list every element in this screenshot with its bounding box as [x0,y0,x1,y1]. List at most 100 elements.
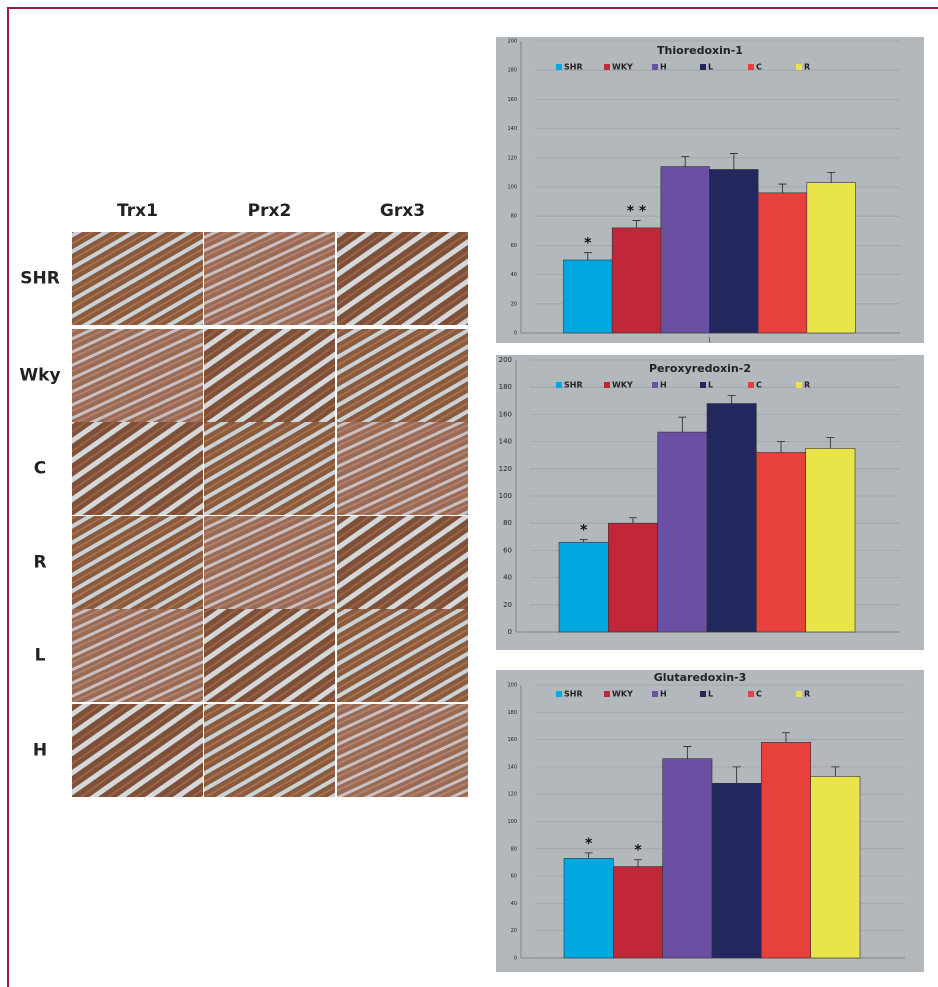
y-tick-label: 100 [499,492,512,500]
row-label: L [35,646,46,666]
column-label: Prx2 [248,201,292,221]
y-tick-label: 100 [507,819,517,825]
row-label: C [34,459,46,479]
y-tick-label: 60 [511,243,517,249]
legend-swatch [652,382,658,388]
bar [613,867,662,958]
y-tick-label: 160 [507,737,517,743]
micrograph-image [204,232,335,325]
y-tick-label: 40 [511,901,517,907]
legend-label: WKY [612,381,633,390]
legend-label: H [660,381,667,390]
legend-swatch [652,691,658,697]
micrograph-image [72,232,203,325]
micrograph-panel: Trx1 Prx2 Grx3 SHR Wky C R L H [19,201,468,797]
row-label: H [33,741,47,761]
column-label: Grx3 [380,201,425,221]
bar [564,260,613,333]
y-tick-label: 200 [499,356,512,364]
legend-swatch [796,64,802,70]
legend-swatch [604,382,610,388]
legend-label: R [804,63,810,72]
legend-swatch [604,691,610,697]
bar [712,783,761,958]
legend-label: C [756,381,762,390]
bar [756,452,805,632]
chart-title: Peroxyredoxin-2 [649,362,751,375]
legend-swatch [556,382,562,388]
bar [811,776,860,958]
y-tick-label: 0 [514,331,517,337]
legend-label: R [804,690,810,699]
legend-swatch [748,382,754,388]
y-tick-label: 140 [507,764,517,770]
legend-label: WKY [612,63,633,72]
micrograph-image [72,609,203,702]
y-tick-label: 20 [511,928,517,934]
bar [608,523,657,632]
row-label: R [33,553,46,573]
micrograph-image [204,516,335,609]
y-tick-label: 180 [499,383,512,391]
bar [564,858,613,958]
y-tick-label: 60 [503,546,512,554]
micrograph-image [72,704,203,797]
y-tick-label: 0 [514,956,517,962]
legend-swatch [652,64,658,70]
bar [612,228,661,333]
legend-label: H [660,690,667,699]
bar [658,432,707,632]
micrograph-image [72,329,203,422]
y-tick-label: 20 [511,301,517,307]
significance-mark: * [585,836,593,852]
micrograph-image [337,609,468,702]
legend-label: L [708,381,713,390]
y-tick-label: 180 [507,710,517,716]
bar [806,448,855,632]
column-label: Trx1 [117,201,158,221]
legend-label: C [756,63,762,72]
legend-swatch [700,64,706,70]
micrograph-image [337,704,468,797]
y-tick-label: 160 [499,410,512,418]
legend-swatch [556,64,562,70]
y-tick-label: 80 [511,846,517,852]
legend-swatch [796,691,802,697]
y-tick-label: 80 [503,519,512,527]
significance-mark: * [634,843,642,859]
y-tick-label: 40 [511,272,517,278]
micrograph-image [337,422,468,515]
figure: Trx1 Prx2 Grx3 SHR Wky C R L H 0 20 40 60 80 100 120 14… [0,0,938,987]
legend-label: SHR [564,63,583,72]
chart-title: Thioredoxin-1 [657,44,743,57]
legend-swatch [700,382,706,388]
bar [807,183,856,333]
y-tick-label: 20 [503,601,512,609]
micrograph-image [204,609,335,702]
row-label: SHR [20,269,60,289]
bar-chart: 020406080100120140160180200Thioredoxin-1… [496,37,924,344]
chart-title: Glutaredoxin-3 [654,671,747,684]
row-label: Wky [19,366,60,386]
micrograph-image [204,422,335,515]
charts: 020406080100120140160180200Thioredoxin-1… [496,37,924,972]
y-tick-label: 160 [507,97,517,103]
micrograph-image [204,704,335,797]
legend-label: L [708,690,713,699]
micrograph-image [337,232,468,325]
bar [707,404,756,632]
legend-swatch [556,691,562,697]
legend-label: WKY [612,690,633,699]
y-tick-label: 120 [507,792,517,798]
y-tick-label: 140 [499,438,512,446]
y-tick-label: 0 [508,628,512,636]
bar-chart: 020406080100120140160180200Peroxyredoxin… [496,355,924,650]
micrograph-image [72,422,203,515]
bar [710,169,759,333]
micrograph-image [72,516,203,609]
significance-mark: * [584,236,592,252]
bar [559,542,608,632]
legend-label: SHR [564,381,583,390]
y-tick-label: 120 [507,155,517,161]
micrograph-image [337,329,468,422]
